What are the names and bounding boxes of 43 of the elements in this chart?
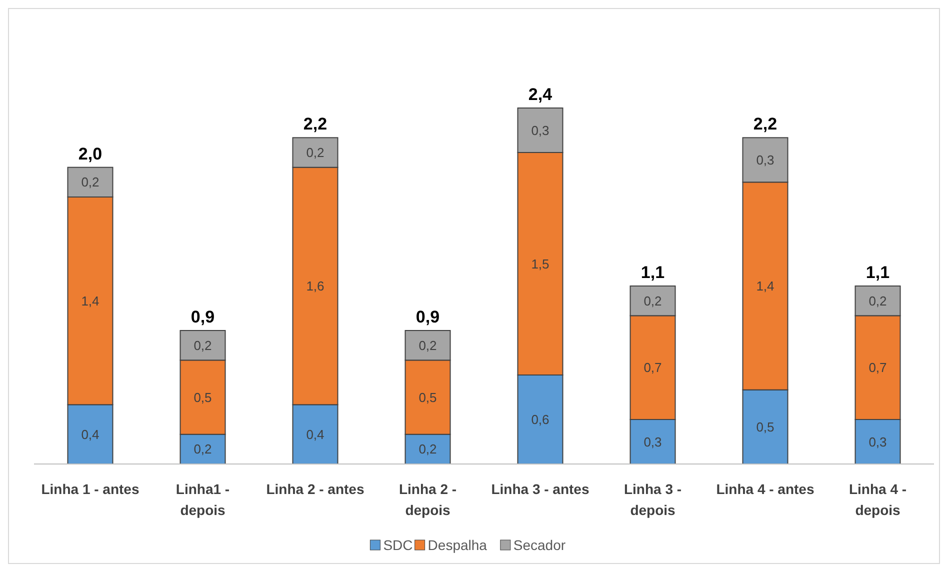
data-label: 0,2: [81, 174, 100, 190]
data-label: 0,4: [306, 426, 324, 442]
x-tick-label: Linha 4 - antes: [716, 481, 814, 497]
total-label: 2,2: [303, 114, 328, 134]
data-label: 0,5: [418, 390, 437, 405]
data-label: 1,4: [81, 293, 100, 308]
x-tick-label: Linha 3 - antes: [491, 481, 590, 497]
x-tick-label: Linha 4 - depois: [848, 481, 907, 518]
data-label: 0,2: [868, 293, 887, 308]
total-label: 0,9: [416, 308, 440, 326]
data-label: 0,2: [418, 338, 437, 353]
data-label: 1,6: [306, 278, 324, 294]
data-label: 0,2: [644, 293, 662, 308]
legend-label: Despalha: [428, 537, 488, 553]
data-label: 1,5: [531, 256, 550, 272]
data-label: 0,6: [531, 412, 550, 428]
data-label: 0,5: [756, 419, 774, 434]
x-tick-label: Linha 2 - antes: [266, 481, 364, 497]
data-label: 0,5: [194, 390, 212, 405]
data-label: 0,3: [644, 434, 662, 450]
data-label: 0,2: [194, 338, 212, 353]
data-label: 0,2: [418, 442, 437, 457]
total-label: 1,1: [866, 263, 890, 282]
total-label: 2,2: [753, 114, 778, 134]
data-label: 1,4: [756, 278, 774, 294]
legend-label: SDC: [383, 537, 413, 553]
data-label: 0,7: [644, 360, 662, 376]
data-label: 0,3: [756, 152, 774, 168]
data-label: 0,7: [868, 360, 887, 376]
total-label: 2,0: [78, 144, 102, 164]
legend-label: Secador: [513, 537, 566, 553]
x-tick-label: Linha 3 - depois: [624, 481, 682, 518]
data-label: 0,2: [194, 442, 212, 457]
x-tick-label: Linha 1 - antes: [41, 481, 140, 497]
data-label: 0,2: [306, 145, 324, 160]
x-tick-label: Linha1 - depois: [176, 481, 230, 518]
data-label: 0,3: [531, 122, 550, 138]
total-label: 2,4: [528, 85, 553, 104]
data-label: 0,4: [81, 426, 100, 442]
data-label: 0,3: [868, 434, 887, 450]
x-tick-label: Linha 2 - depois: [398, 481, 457, 518]
total-label: 1,1: [640, 263, 665, 282]
total-label: 0,9: [190, 308, 215, 326]
